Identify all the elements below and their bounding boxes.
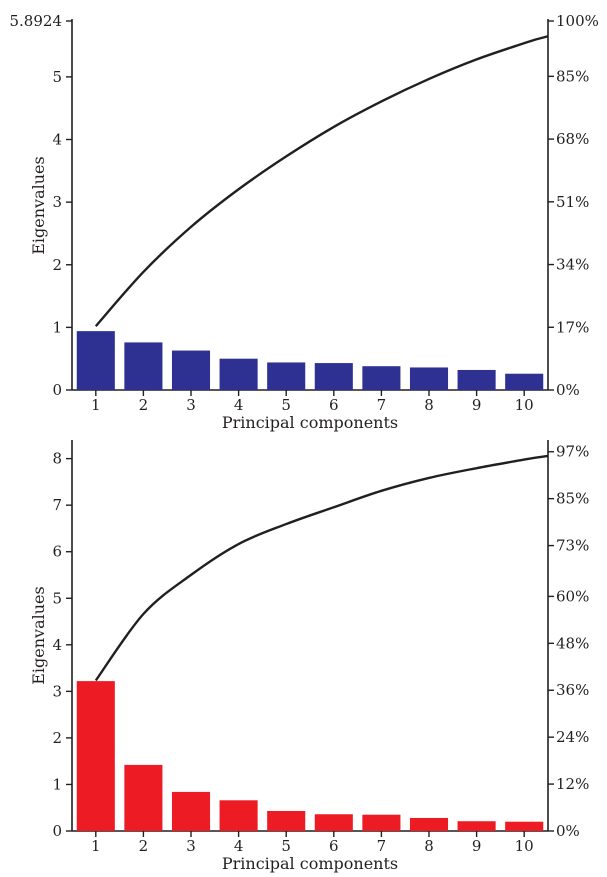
x-tick-label: 8 — [424, 837, 434, 855]
bar — [505, 821, 544, 831]
y2-tick-label: 24% — [556, 728, 589, 746]
y2-tick-label: 68% — [556, 130, 589, 148]
bar — [124, 342, 163, 390]
y2-tick-label: 97% — [556, 443, 589, 461]
bar — [267, 362, 306, 390]
y2-tick-label: 85% — [556, 490, 589, 508]
y2-tick-label: 48% — [556, 634, 589, 652]
x-axis-label: Principal components — [222, 854, 398, 873]
cumulative-variance-line — [94, 35, 549, 327]
y2-tick-label: 100% — [556, 12, 599, 30]
x-tick-label: 9 — [472, 396, 482, 414]
x-tick-label: 6 — [329, 837, 339, 855]
y-tick-label: 7 — [52, 496, 62, 514]
x-tick-label: 7 — [377, 837, 387, 855]
bar — [457, 821, 496, 831]
y2-tick-label: 60% — [556, 587, 589, 605]
y-tick-label: 0 — [52, 381, 62, 399]
x-tick-label: 7 — [377, 396, 387, 414]
bar — [314, 363, 353, 390]
bar — [362, 814, 401, 831]
y-tick-label: 4 — [52, 131, 62, 149]
y2-tick-label: 85% — [556, 67, 589, 85]
bar — [171, 791, 211, 831]
y-tick-label: 2 — [52, 729, 62, 747]
y2-tick-label: 0% — [556, 381, 580, 399]
x-tick-label: 5 — [281, 396, 291, 414]
y2-tick-label: 36% — [556, 681, 589, 699]
x-tick-label: 2 — [139, 837, 149, 855]
bar — [505, 373, 544, 390]
x-tick-label: 1 — [91, 837, 101, 855]
x-axis-label: Principal components — [222, 413, 398, 432]
y-tick-label: 5 — [52, 68, 62, 86]
y-tick-label: 4 — [52, 636, 62, 654]
x-tick-label: 10 — [515, 837, 534, 855]
cumulative-variance-line — [94, 454, 549, 682]
bar — [76, 681, 115, 831]
bar — [457, 369, 496, 390]
x-tick-label: 5 — [281, 837, 291, 855]
y-axis-label: Eigenvalues — [29, 156, 48, 255]
y-tick-label: 1 — [52, 318, 62, 336]
bar — [409, 817, 449, 831]
y-axis-label: Eigenvalues — [29, 586, 48, 685]
x-tick-label: 1 — [91, 396, 101, 414]
bar — [267, 810, 306, 831]
bar — [219, 358, 258, 390]
bar — [76, 331, 115, 390]
x-tick-label: 10 — [515, 396, 534, 414]
x-tick-label: 3 — [186, 396, 196, 414]
y-tick-label: 1 — [52, 775, 62, 793]
y-tick-label: 6 — [52, 543, 62, 561]
bar — [219, 800, 258, 831]
bar — [171, 350, 211, 390]
y-tick-label: 2 — [52, 256, 62, 274]
y-tick-label: 8 — [52, 450, 62, 468]
bar — [314, 814, 353, 831]
scree-chart-bottom: 0 1 2 3 4 5 6 7 8 0% 12% 24% 36% 48% 60% 73% 85% 97% 1 2 3 4 5… — [29, 440, 589, 873]
x-tick-label: 4 — [234, 837, 244, 855]
y2-tick-label: 17% — [556, 318, 589, 336]
y2-tick-label: 0% — [556, 822, 580, 840]
x-tick-label: 6 — [329, 396, 339, 414]
x-tick-label: 2 — [139, 396, 149, 414]
y2-tick-label: 73% — [556, 537, 589, 555]
y-tick-label: 3 — [52, 193, 62, 211]
y-tick-label: 3 — [52, 682, 62, 700]
bar — [124, 764, 163, 831]
bar — [362, 366, 401, 390]
y-tick-label: 5.8924 — [10, 12, 63, 30]
scree-chart-top: 0 1 2 3 4 5 5.8924 0% 17% 34% 51% 68% 85% 100% 1 2 3 4 5 6 7… — [10, 12, 599, 432]
x-tick-label: 9 — [472, 837, 482, 855]
x-tick-label: 4 — [234, 396, 244, 414]
y-tick-label: 5 — [52, 589, 62, 607]
y2-tick-label: 34% — [556, 256, 589, 274]
x-tick-label: 3 — [186, 837, 196, 855]
x-tick-label: 8 — [424, 396, 434, 414]
y-tick-label: 0 — [52, 822, 62, 840]
y2-tick-label: 51% — [556, 193, 589, 211]
y2-tick-label: 12% — [556, 775, 589, 793]
bar — [409, 367, 449, 390]
